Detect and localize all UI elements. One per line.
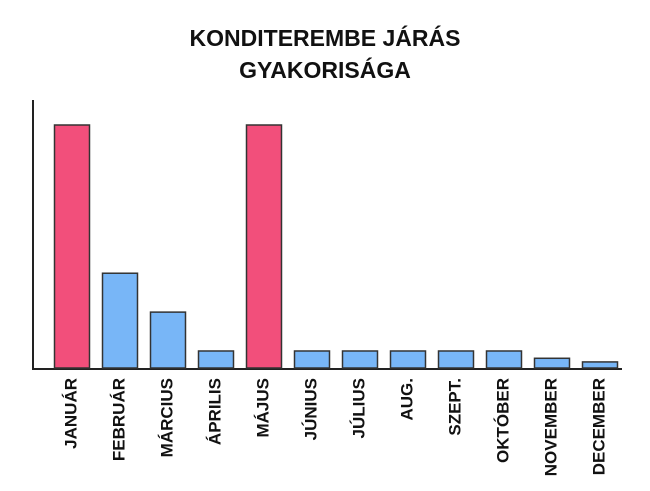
bar — [293, 350, 331, 369]
x-tick-label: AUG. — [397, 378, 416, 421]
chart-title: GYAKORISÁGA — [239, 56, 411, 83]
bar — [581, 361, 619, 369]
x-tick-label: MÁJUS — [253, 378, 272, 438]
bar — [437, 350, 475, 369]
x-tick-label: MÁRCIUS — [157, 378, 176, 457]
x-tick-label: NOVEMBER — [541, 378, 560, 476]
x-tick-label: JÚLIUS — [349, 378, 368, 438]
x-tick-label: ÁPRILIS — [205, 378, 224, 445]
bar — [485, 350, 523, 369]
bar — [533, 357, 571, 369]
x-tick-label: JÚNIUS — [301, 378, 320, 440]
x-tick-label: JANUÁR — [61, 378, 80, 449]
bar — [341, 350, 379, 369]
x-tick-label: FEBRUÁR — [109, 378, 128, 461]
chart-title: KONDITEREMBE JÁRÁS — [190, 24, 461, 51]
bar — [197, 350, 235, 369]
x-tick-label: SZEPT. — [445, 378, 464, 436]
bar — [53, 124, 91, 369]
bar — [149, 311, 187, 369]
bar — [389, 350, 427, 369]
x-tick-label: OKTÓBER — [493, 378, 512, 463]
x-tick-label: DECEMBER — [589, 378, 608, 475]
bar — [245, 124, 283, 369]
bar — [101, 272, 139, 369]
